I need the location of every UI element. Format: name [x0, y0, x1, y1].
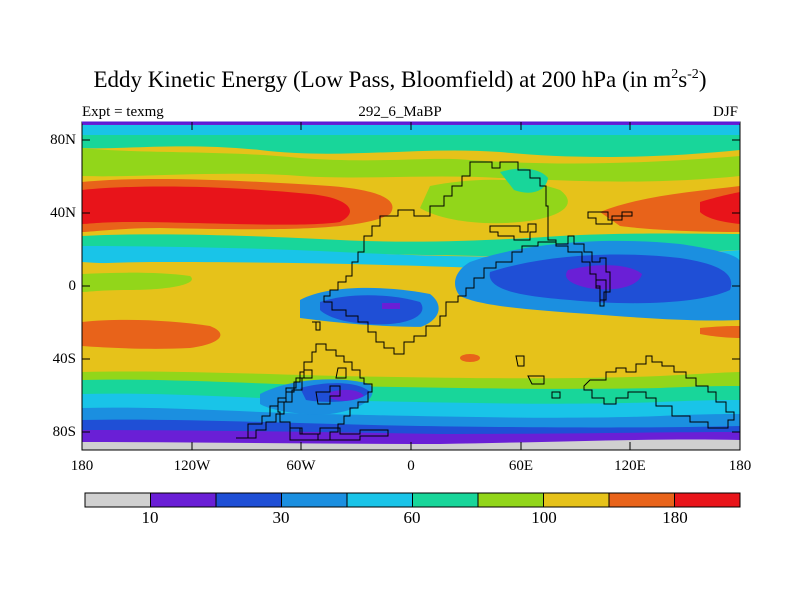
lon-label-180w: 180: [70, 458, 94, 474]
colorbar-box: [412, 492, 479, 508]
colorbar-label-100: 100: [531, 508, 557, 527]
colorbar-box: [84, 492, 151, 508]
colorbar-box: [281, 492, 348, 508]
colorbar-box: [346, 492, 413, 508]
lat-label-eq: 0: [68, 278, 77, 294]
lon-label-120e: 120E: [614, 458, 646, 474]
lon-label-120w: 120W: [173, 458, 211, 474]
continent-outlines: [236, 161, 735, 441]
lat-label-80s: 80S: [52, 424, 76, 440]
axis-ticks: [81, 122, 741, 450]
lon-label-60e: 60E: [508, 458, 534, 474]
colorbar-box: [543, 492, 610, 508]
colorbar-box: [215, 492, 282, 508]
colorbar-label-180: 180: [662, 508, 688, 527]
season-label: DJF: [712, 104, 738, 120]
lon-label-60w: 60W: [286, 458, 316, 474]
colorbar-box: [608, 492, 675, 508]
lon-label-180e: 180: [728, 458, 752, 474]
figure-title: Eddy Kinetic Energy (Low Pass, Bloomfiel…: [93, 67, 707, 92]
eke-contour-field: [82, 122, 740, 450]
colorbar-box: [477, 492, 544, 508]
experiment-label: Expt = texmg: [82, 104, 164, 120]
lat-label-40s: 40S: [52, 351, 76, 367]
colorbar-label-30: 30: [272, 508, 290, 527]
case-label: 292_6_MaBP: [358, 104, 442, 120]
lat-label-80n: 80N: [50, 132, 76, 148]
colorbar-label-10: 10: [141, 508, 159, 527]
colorbar-box: [150, 492, 217, 508]
lat-label-40n: 40N: [50, 205, 76, 221]
colorbar-box: [674, 492, 741, 508]
lon-label-0: 0: [407, 458, 415, 474]
colorbar: [84, 492, 741, 508]
colorbar-label-60: 60: [403, 508, 421, 527]
